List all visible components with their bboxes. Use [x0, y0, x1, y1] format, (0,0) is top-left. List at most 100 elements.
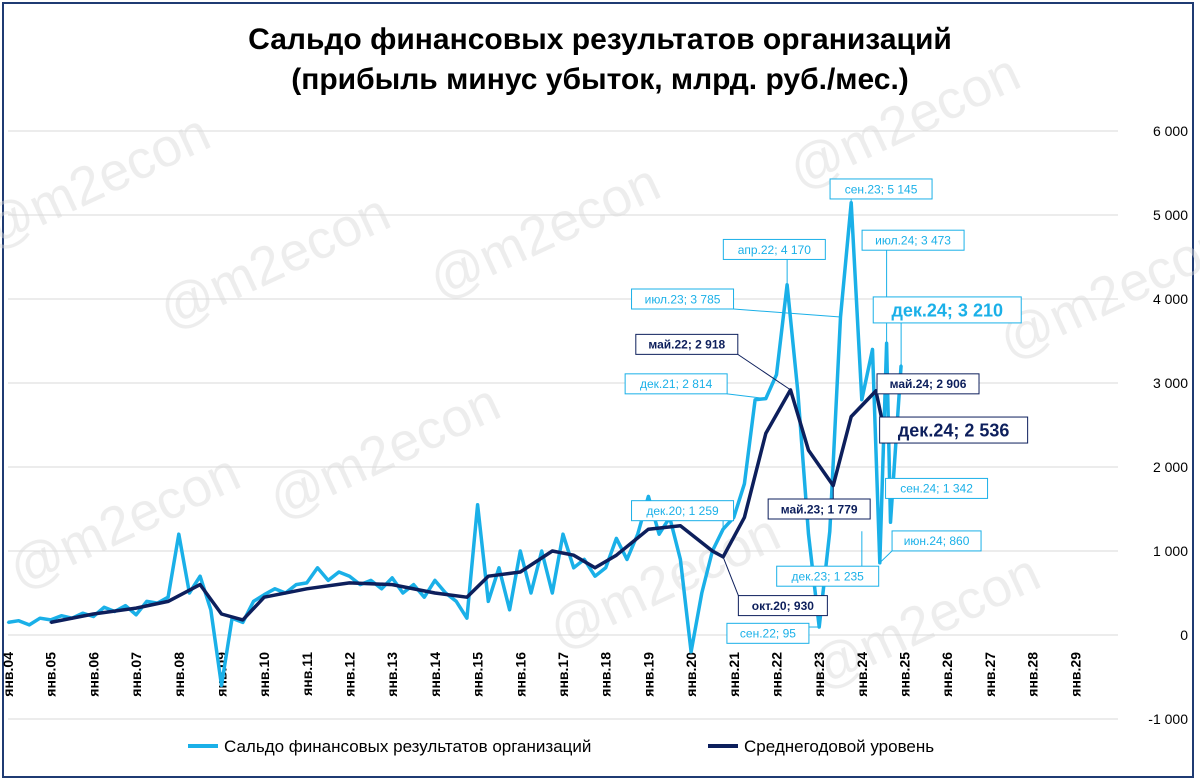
- annotation-box: [885, 477, 989, 499]
- annotation-label: дек.21; 2 814: [640, 377, 713, 391]
- series-1-point: [295, 583, 298, 586]
- series-1-point: [166, 596, 170, 599]
- series-2-point: [551, 549, 554, 553]
- series-2-point: [807, 449, 810, 452]
- x-tick-label: янв.22: [768, 652, 784, 697]
- series-2-point: [92, 612, 95, 616]
- series-1-point: [252, 600, 255, 603]
- y-tick-label: 5 000: [1153, 207, 1188, 223]
- watermark-text: @m2econ: [420, 152, 669, 311]
- x-tick-label: янв.05: [43, 652, 59, 697]
- x-tick-label: янв.04: [0, 652, 16, 697]
- x-tick-label: янв.12: [342, 652, 358, 697]
- legend-label-2: Среднегодовой уровень: [744, 737, 934, 756]
- legend-label-1: Сальдо финансовых результатов организаци…: [224, 737, 591, 756]
- series-1-point: [818, 625, 821, 629]
- series-1-point: [540, 549, 543, 553]
- series-1-point: [401, 591, 405, 595]
- watermark-text: @m2econ: [780, 42, 1029, 201]
- annotation-label: сен.24; 1 342: [900, 482, 973, 496]
- series-1-point: [241, 621, 244, 624]
- x-tick-label: янв.27: [982, 652, 998, 697]
- y-tick-label: 0: [1180, 627, 1188, 643]
- series-1-point: [497, 566, 501, 569]
- series-1-point: [209, 608, 212, 611]
- series-2-point: [305, 587, 308, 590]
- series-2-point: [263, 596, 266, 599]
- series-2-point: [743, 516, 746, 519]
- watermark-text: @m2econ: [0, 102, 219, 261]
- series-1-point: [551, 591, 554, 595]
- series-1-point: [81, 612, 84, 615]
- chart-title-block: Сальдо финансовых результатов организаци…: [0, 20, 1200, 100]
- x-tick-label: янв.14: [427, 652, 443, 697]
- series-2-point: [615, 554, 618, 557]
- series-1-point: [28, 623, 31, 627]
- series-1-point: [337, 570, 341, 574]
- series-1-point: [899, 364, 903, 367]
- series-2-point: [433, 591, 437, 595]
- series-1-point: [764, 397, 767, 400]
- series-2-point: [711, 549, 714, 553]
- series-2-point: [49, 621, 52, 624]
- watermark-text: @m2econ: [260, 372, 509, 531]
- x-tick-label: янв.17: [555, 652, 571, 697]
- annotation-label: сен.22; 95: [740, 627, 796, 641]
- annotation-box: [726, 622, 810, 644]
- series-1-point: [839, 315, 842, 319]
- legend: Сальдо финансовых результатов организаци…: [188, 737, 934, 756]
- chart-title: Сальдо финансовых результатов организаци…: [248, 23, 952, 56]
- y-tick-label: 2 000: [1153, 459, 1188, 475]
- x-tick-label: янв.16: [512, 652, 528, 697]
- y-axis: 6 000 5 000 4 000 3 000 2 000 1 000 0 -1 000: [1148, 123, 1188, 727]
- annotations-layer: сен.23; 5 145 апр.22; 4 170 июл.24; 3 473 и…: [624, 178, 1029, 644]
- annotation-box: [879, 416, 1029, 444]
- series-2-point: [198, 583, 202, 586]
- y-tick-label: 3 000: [1153, 375, 1188, 391]
- y-tick-label: 4 000: [1153, 291, 1188, 307]
- annotation-label: сен.23; 5 145: [845, 182, 918, 196]
- annotation-leader: [727, 393, 766, 400]
- series-1-point: [572, 566, 575, 569]
- annotation-box: [722, 238, 826, 260]
- series-1-point: [380, 587, 383, 590]
- series-1-point: [657, 533, 661, 536]
- series-1-point: [17, 619, 20, 622]
- x-tick-label: янв.07: [128, 652, 144, 697]
- series-1-point: [220, 684, 223, 687]
- annotation-label: июл.24; 3 473: [875, 234, 951, 248]
- series-1-point: [102, 606, 106, 609]
- x-tick-label: янв.28: [1025, 652, 1041, 697]
- series-1-point: [455, 600, 458, 603]
- annotation-label: июн.24; 860: [904, 534, 970, 548]
- annotation-leader: [737, 353, 791, 391]
- x-tick-label: янв.15: [470, 652, 486, 697]
- series-1-point: [615, 537, 618, 540]
- series-1-point: [604, 566, 607, 569]
- annotation-leader: [722, 556, 739, 596]
- x-tick-label: янв.19: [640, 652, 656, 697]
- annotation-label: окт.20; 930: [752, 599, 815, 613]
- series-2-point: [593, 566, 597, 569]
- series-2-point: [465, 596, 469, 599]
- series-2-point: [764, 432, 767, 435]
- series-2-point: [348, 581, 351, 585]
- series-1-point: [369, 579, 373, 582]
- series-1-point: [828, 530, 831, 533]
- watermark-text: @m2econ: [0, 442, 249, 601]
- annotation-label: апр.22; 4 170: [738, 243, 812, 257]
- series-1-point: [700, 591, 703, 595]
- series-1-point: [508, 608, 511, 611]
- annotation-leader: [879, 550, 893, 564]
- series-1-point: [689, 650, 693, 653]
- y-tick-label: -1 000: [1148, 711, 1188, 727]
- annotation-label: дек.23; 1 235: [792, 570, 865, 584]
- series-2-point: [166, 600, 170, 603]
- x-tick-label: янв.08: [171, 652, 187, 697]
- series-1-point: [753, 398, 757, 401]
- series-1-point: [593, 575, 597, 578]
- watermark-text: @m2econ: [150, 182, 399, 341]
- annotation-box: [872, 296, 1022, 324]
- annotation-label: май.22; 2 918: [648, 338, 725, 352]
- annotation-box: [829, 178, 933, 200]
